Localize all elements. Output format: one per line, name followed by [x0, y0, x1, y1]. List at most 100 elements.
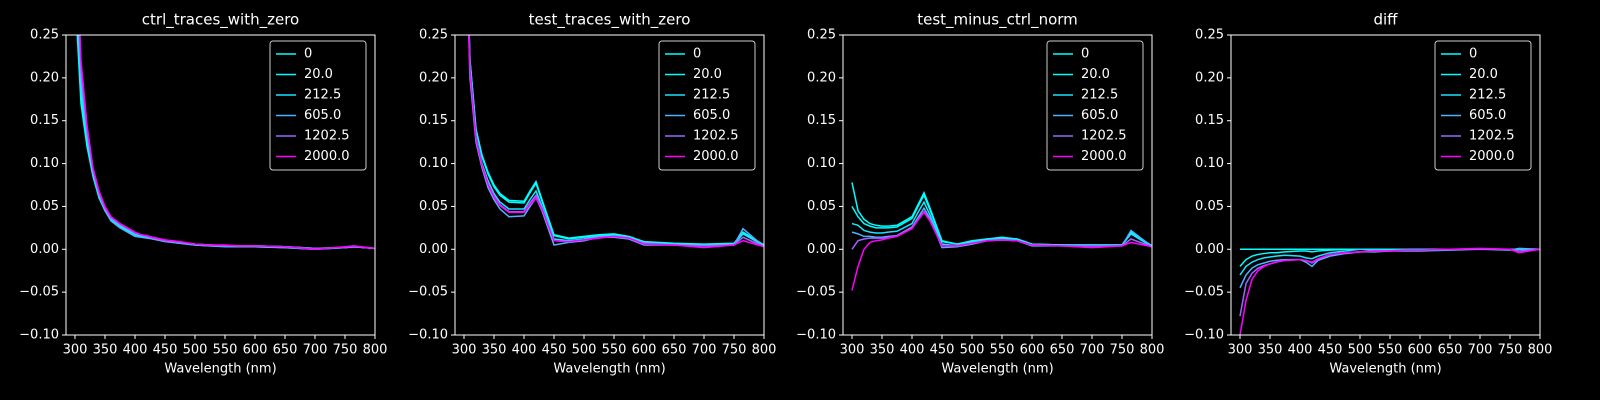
legend-label: 0: [304, 47, 312, 62]
y-tick-label: −0.10: [796, 328, 836, 343]
x-tick-label: 700: [1080, 343, 1105, 358]
legend-label: 605.0: [693, 108, 730, 123]
plot-area: [851, 182, 1152, 291]
series-line: [468, 35, 764, 249]
y-tick-label: −0.05: [408, 285, 448, 300]
x-tick-label: 500: [183, 343, 208, 358]
plot-area: [1239, 247, 1540, 335]
legend-label: 2000.0: [1469, 149, 1515, 164]
legend-frame: [1046, 40, 1144, 171]
x-tick-label: 650: [1050, 343, 1075, 358]
x-tick-label: 700: [1468, 343, 1493, 358]
x-tick-label: 750: [1498, 343, 1523, 358]
x-tick-label: 300: [840, 343, 865, 358]
x-tick-label: 450: [1318, 343, 1343, 358]
x-tick-label: 450: [153, 343, 178, 358]
series-line: [79, 35, 375, 251]
x-tick-label: 350: [93, 343, 118, 358]
x-tick-label: 500: [960, 343, 985, 358]
y-tick-label: 0.20: [30, 70, 59, 85]
y-tick-label: 0.15: [807, 113, 836, 128]
x-axis-label: Wavelength (nm): [164, 362, 276, 377]
x-tick-label: 750: [722, 343, 747, 358]
x-tick-label: 350: [870, 343, 895, 358]
legend-label: 212.5: [693, 88, 730, 103]
legend-label: 605.0: [1081, 108, 1118, 123]
plot-area: [76, 35, 375, 251]
x-tick-label: 500: [572, 343, 597, 358]
x-tick-label: 350: [482, 343, 507, 358]
panel: ctrl_traces_with_zero Wavelength (nm) 300 3…: [19, 11, 388, 377]
x-tick-label: 800: [363, 343, 388, 358]
x-tick-label: 300: [1228, 343, 1253, 358]
x-tick-label: 550: [1378, 343, 1403, 358]
legend-label: 2000.0: [1081, 149, 1127, 164]
x-tick-label: 450: [930, 343, 955, 358]
x-tick-label: 750: [333, 343, 358, 358]
legend: 0 20.0 212.5 605.0 1202.5 2000.0: [269, 40, 367, 171]
legend-label: 20.0: [693, 67, 722, 82]
x-tick-label: 400: [123, 343, 148, 358]
legend-label: 605.0: [304, 108, 341, 123]
legend-label: 1202.5: [1469, 129, 1515, 144]
axes-frame: [454, 34, 765, 336]
x-axis-label: Wavelength (nm): [1329, 362, 1441, 377]
y-tick-label: −0.05: [796, 285, 836, 300]
legend-label: 212.5: [1081, 88, 1118, 103]
y-tick-label: 0.20: [419, 70, 448, 85]
x-tick-label: 650: [662, 343, 687, 358]
legend-label: 0: [693, 47, 701, 62]
panel: test_traces_with_zero Wavelength (nm) 300 3…: [408, 11, 776, 377]
x-axis-label: Wavelength (nm): [941, 362, 1053, 377]
x-tick-label: 350: [1258, 343, 1283, 358]
y-tick-label: 0.00: [419, 242, 448, 257]
y-tick-label: 0.15: [30, 113, 59, 128]
legend-frame: [1434, 40, 1532, 171]
legend-label: 20.0: [1469, 67, 1498, 82]
axes-frame: [65, 34, 376, 336]
legend: 0 20.0 212.5 605.0 1202.5 2000.0: [1434, 40, 1532, 171]
x-tick-label: 400: [512, 343, 537, 358]
legend-frame: [269, 40, 367, 171]
y-tick-label: 0.10: [30, 156, 59, 171]
x-tick-label: 450: [542, 343, 567, 358]
y-tick-label: −0.10: [408, 328, 448, 343]
x-tick-label: 550: [602, 343, 627, 358]
x-tick-label: 300: [452, 343, 477, 358]
x-tick-label: 600: [1408, 343, 1433, 358]
y-tick-label: 0.15: [419, 113, 448, 128]
y-tick-label: −0.05: [1184, 285, 1224, 300]
legend-label: 20.0: [1081, 67, 1110, 82]
legend-label: 212.5: [1469, 88, 1506, 103]
x-tick-label: 400: [900, 343, 925, 358]
y-tick-label: 0.25: [30, 28, 59, 43]
legend-label: 1202.5: [304, 129, 350, 144]
x-tick-label: 550: [990, 343, 1015, 358]
x-tick-label: 800: [1528, 343, 1553, 358]
y-tick-label: 0.25: [1195, 28, 1224, 43]
legend-label: 1202.5: [1081, 129, 1127, 144]
x-tick-label: 700: [303, 343, 328, 358]
chart-title: test_minus_ctrl_norm: [917, 11, 1078, 30]
plot-area: [468, 35, 764, 249]
x-tick-label: 400: [1288, 343, 1313, 358]
x-tick-label: 700: [692, 343, 717, 358]
x-tick-label: 750: [1110, 343, 1135, 358]
panel: diff Wavelength (nm) 300 350 400 450 500 550 600…: [1184, 11, 1552, 377]
legend-frame: [658, 40, 756, 171]
series-line: [851, 206, 1152, 249]
y-tick-label: −0.05: [19, 285, 59, 300]
y-tick-label: 0.25: [419, 28, 448, 43]
chart-title: test_traces_with_zero: [529, 11, 691, 30]
legend-label: 605.0: [1469, 108, 1506, 123]
y-tick-label: 0.10: [1195, 156, 1224, 171]
legend-label: 0: [1469, 47, 1477, 62]
y-tick-label: 0.20: [1195, 70, 1224, 85]
legend: 0 20.0 212.5 605.0 1202.5 2000.0: [658, 40, 756, 171]
x-tick-label: 600: [243, 343, 268, 358]
x-tick-label: 300: [63, 343, 88, 358]
y-tick-label: −0.10: [1184, 328, 1224, 343]
y-tick-label: −0.10: [19, 328, 59, 343]
series-line: [851, 211, 1152, 291]
